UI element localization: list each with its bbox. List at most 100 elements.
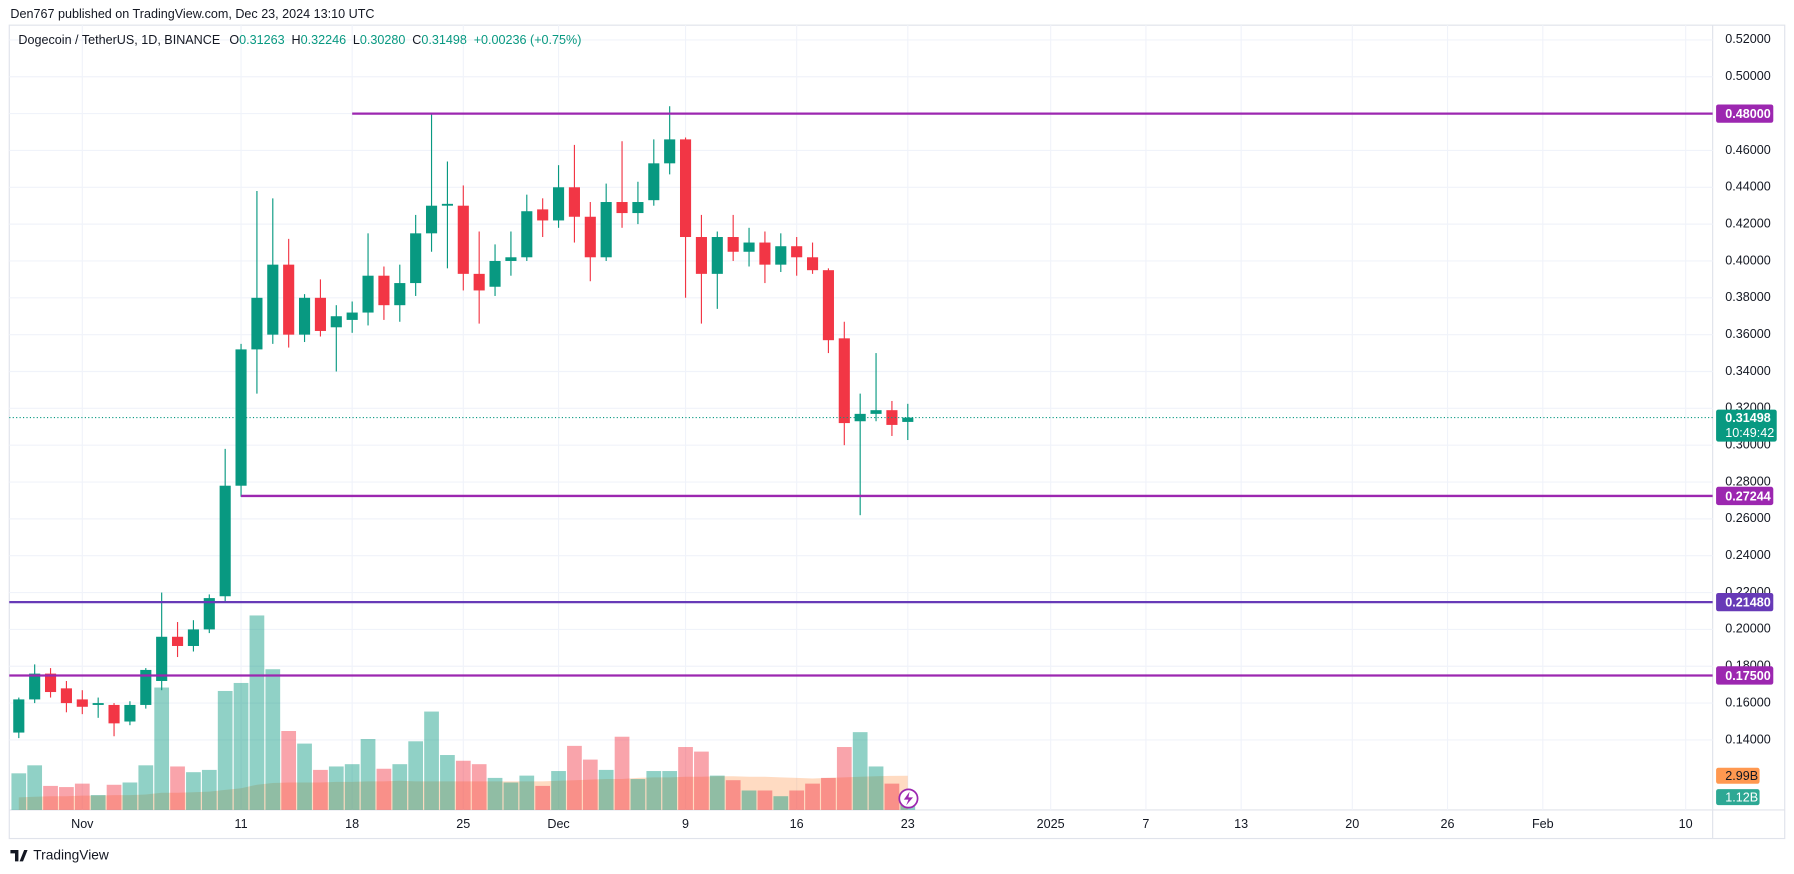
ohlc-value: 0.30280 bbox=[360, 34, 405, 48]
candle-body bbox=[425, 205, 438, 234]
y-tick-label: 0.44000 bbox=[1725, 180, 1770, 194]
volume-bar bbox=[503, 782, 519, 810]
volume-bar bbox=[313, 769, 328, 810]
volume-bar bbox=[789, 790, 805, 810]
volume-bar bbox=[471, 764, 487, 810]
legend: Dogecoin / TetherUS, 1D, BINANCE O0.31263… bbox=[18, 34, 581, 48]
volume-bar bbox=[884, 783, 900, 810]
volume-bar bbox=[424, 711, 439, 810]
candle-body bbox=[29, 673, 41, 700]
x-tick-label: 10 bbox=[1679, 817, 1693, 831]
volume-bar bbox=[297, 743, 312, 810]
volume-bar bbox=[27, 765, 43, 810]
volume-bar bbox=[376, 768, 392, 810]
volume-bar bbox=[662, 771, 678, 810]
ohlc-value: 0.32246 bbox=[301, 34, 346, 48]
volume-bar bbox=[186, 772, 201, 810]
candle-body bbox=[902, 417, 914, 422]
volume-bar bbox=[265, 669, 281, 810]
candle-body bbox=[743, 242, 755, 252]
candle-body bbox=[330, 316, 342, 328]
volume-bar bbox=[582, 759, 598, 810]
volume-ma-area bbox=[18, 775, 908, 810]
candle-body bbox=[806, 257, 819, 271]
level-badge bbox=[1716, 104, 1774, 123]
ohlc-value: 0.31498 bbox=[421, 34, 466, 48]
volume-bar bbox=[614, 736, 630, 810]
candle-body bbox=[362, 275, 374, 313]
candle-body bbox=[298, 297, 311, 335]
volume-bar bbox=[757, 790, 773, 810]
ohlc-key: L bbox=[353, 34, 360, 48]
y-tick-label: 0.38000 bbox=[1725, 290, 1770, 304]
volume-bar bbox=[551, 771, 566, 810]
x-tick-label: Dec bbox=[547, 817, 569, 831]
volume-bar bbox=[249, 615, 265, 810]
x-tick-label: 7 bbox=[1142, 817, 1149, 831]
volume-bar bbox=[440, 755, 455, 810]
candle-body bbox=[822, 270, 834, 341]
candle-body bbox=[568, 187, 580, 217]
volume-bar bbox=[535, 785, 551, 810]
y-tick-label: 0.14000 bbox=[1725, 732, 1770, 746]
y-tick-label: 0.42000 bbox=[1725, 216, 1770, 230]
candle-body bbox=[171, 636, 184, 646]
candle-body bbox=[235, 349, 247, 486]
candle-body bbox=[552, 187, 565, 221]
x-tick-label: 23 bbox=[901, 817, 915, 831]
level-label: 0.17500 bbox=[1725, 669, 1770, 683]
x-tick-label: Nov bbox=[71, 817, 94, 831]
volume-bar bbox=[487, 777, 503, 810]
y-tick-label: 0.46000 bbox=[1725, 143, 1770, 157]
volume-bar bbox=[519, 775, 535, 810]
volume-bar bbox=[678, 747, 693, 810]
candle-body bbox=[838, 338, 850, 424]
candle-body bbox=[632, 202, 644, 214]
volume-bar bbox=[217, 690, 233, 810]
ohlc-key: H bbox=[292, 34, 301, 48]
volume-bar bbox=[90, 795, 106, 810]
ohlc-value: 0.31263 bbox=[239, 34, 284, 48]
y-tick-label: 0.40000 bbox=[1725, 253, 1770, 267]
volume-bar bbox=[170, 766, 185, 810]
countdown-label: 10:49:42 bbox=[1725, 426, 1774, 440]
candle-body bbox=[791, 246, 803, 258]
last-price-label: 0.31498 bbox=[1725, 411, 1770, 425]
level-badge bbox=[1716, 486, 1774, 506]
candle-body bbox=[457, 205, 469, 274]
level-label: 0.21480 bbox=[1725, 596, 1770, 610]
candle-body bbox=[600, 202, 612, 258]
volume-bar bbox=[821, 777, 836, 810]
axes: 0.140000.160000.180000.200000.220000.240… bbox=[71, 32, 1777, 831]
volume-bar bbox=[392, 764, 408, 810]
candle-body bbox=[521, 211, 533, 258]
y-tick-label: 0.52000 bbox=[1725, 32, 1770, 46]
x-tick-label: 25 bbox=[456, 817, 470, 831]
volume-bar bbox=[201, 769, 217, 810]
x-tick-label: 9 bbox=[682, 817, 689, 831]
candle-body bbox=[251, 297, 263, 350]
volume bbox=[11, 615, 916, 810]
x-tick-label: Feb bbox=[1532, 817, 1554, 831]
last-price-badge bbox=[1716, 409, 1777, 442]
candle-body bbox=[648, 163, 660, 201]
volume-bar bbox=[741, 790, 757, 810]
x-tick-label: 26 bbox=[1441, 817, 1455, 831]
y-tick-label: 0.16000 bbox=[1725, 695, 1770, 709]
footer-brand: TradingView bbox=[33, 847, 109, 862]
candle-body bbox=[76, 699, 88, 707]
ohlc-key: O bbox=[229, 34, 239, 48]
candle-body bbox=[378, 275, 390, 306]
candle-body bbox=[283, 264, 295, 335]
level-badge bbox=[1716, 592, 1774, 612]
change: +0.00236 (+0.75%) bbox=[474, 34, 582, 48]
symbol: Dogecoin / TetherUS, 1D, BINANCE bbox=[18, 34, 220, 48]
volume-bar bbox=[154, 687, 170, 810]
candle-body bbox=[695, 237, 707, 274]
candle-body bbox=[727, 237, 739, 252]
volume-bar bbox=[408, 741, 424, 810]
volume-bar bbox=[11, 773, 27, 810]
y-tick-label: 0.26000 bbox=[1725, 511, 1770, 525]
x-tick-label: 20 bbox=[1345, 817, 1359, 831]
